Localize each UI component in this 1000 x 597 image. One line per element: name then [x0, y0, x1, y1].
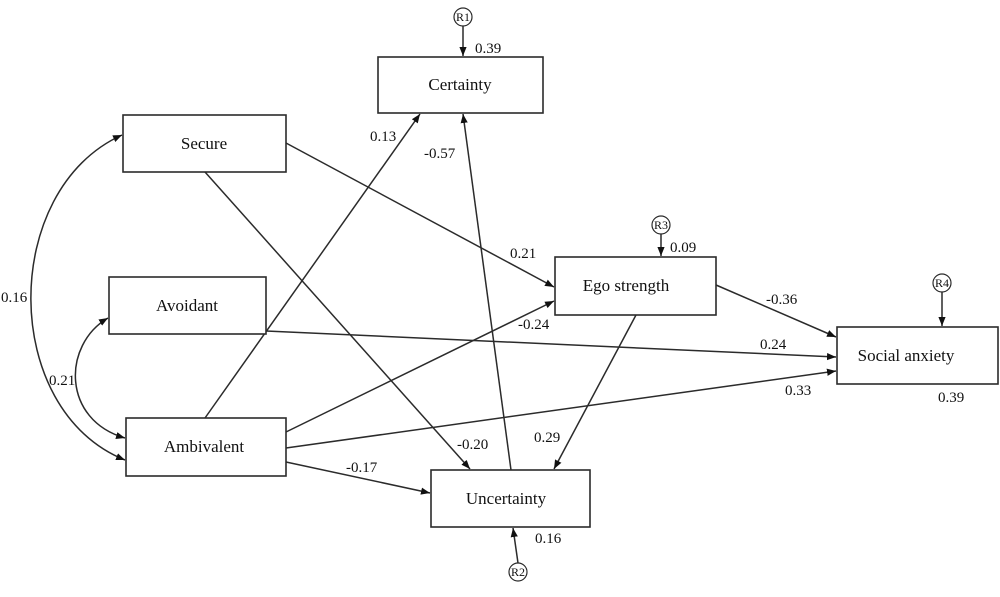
coef-avoidant-social: 0.24	[760, 337, 787, 353]
node-label: Social anxiety	[858, 346, 955, 365]
coef-uncertainty-certainty: -0.57	[424, 146, 456, 162]
residual-r3: R3	[651, 215, 671, 235]
residual-r4: R4	[932, 273, 952, 293]
node-label: Certainty	[428, 75, 492, 94]
r2-uncertainty-label: 0.16	[535, 531, 562, 547]
node-label: Uncertainty	[466, 489, 547, 508]
r2-ego-label: 0.09	[670, 240, 696, 256]
residual-label: R2	[511, 565, 525, 579]
coef-ambivalent-ego: -0.24	[518, 317, 550, 333]
node-uncertainty: Uncertainty	[430, 469, 591, 528]
path-secure-uncertainty	[204, 171, 471, 470]
path-avoidant-social	[265, 330, 837, 361]
node-secure: Secure	[122, 114, 287, 173]
path-ambivalent-certainty	[204, 113, 421, 419]
path-secure-ego	[285, 142, 555, 288]
node-ego-strength: Ego strength	[554, 256, 717, 316]
node-label: Secure	[181, 134, 227, 153]
r2-social-label: 0.39	[938, 390, 964, 406]
residual-label: R4	[935, 276, 949, 290]
node-social-anxiety: Social anxiety	[836, 326, 999, 385]
residual-r2: R2	[508, 562, 528, 582]
node-avoidant: Avoidant	[108, 276, 267, 335]
coef-secure-ego: 0.21	[510, 246, 536, 262]
node-label: Avoidant	[156, 296, 218, 315]
node-ambivalent: Ambivalent	[125, 417, 287, 477]
coef-ambivalent-certainty: 0.13	[370, 129, 396, 145]
residual-label: R3	[654, 218, 668, 232]
coef-ambivalent-uncertainty: -0.17	[346, 460, 378, 476]
coef-secure-uncertainty: -0.20	[457, 437, 488, 453]
r2-certainty-label: 0.39	[475, 41, 501, 57]
residual-r1: R1	[453, 7, 473, 27]
path-ambivalent-uncertainty	[285, 461, 431, 495]
path-ego-social	[715, 284, 837, 338]
path-ambivalent-ego	[285, 300, 555, 433]
path-r2-uncertainty	[510, 527, 519, 564]
path-uncertainty-certainty	[460, 113, 512, 471]
node-label: Ego strength	[583, 276, 670, 295]
correlation-secure-ambivalent	[30, 134, 126, 461]
residual-label: R1	[456, 10, 470, 24]
coef-ambivalent-social: 0.33	[785, 383, 811, 399]
corr-secure-ambivalent: 0.16	[1, 290, 28, 306]
node-certainty: Certainty	[377, 56, 544, 114]
coef-ego-social: -0.36	[766, 292, 798, 308]
corr-avoidant-ambivalent: 0.21	[49, 373, 75, 389]
coef-ego-uncertainty: 0.29	[534, 430, 560, 446]
node-label: Ambivalent	[164, 437, 245, 456]
path-ego-uncertainty	[553, 314, 637, 470]
correlation-avoidant-ambivalent	[74, 317, 126, 439]
path-ambivalent-social	[285, 368, 837, 449]
